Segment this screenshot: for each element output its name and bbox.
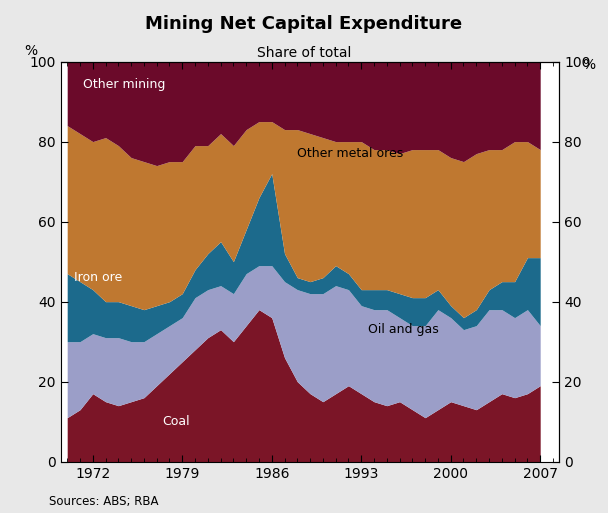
Text: Other metal ores: Other metal ores	[297, 147, 404, 160]
Y-axis label: %: %	[582, 57, 596, 71]
Text: Mining Net Capital Expenditure: Mining Net Capital Expenditure	[145, 15, 463, 33]
Text: Other mining: Other mining	[83, 77, 165, 91]
Y-axis label: %: %	[24, 44, 38, 57]
Text: Iron ore: Iron ore	[74, 271, 122, 284]
Text: Sources: ABS; RBA: Sources: ABS; RBA	[49, 495, 158, 508]
Text: Coal: Coal	[162, 415, 190, 428]
Text: Share of total: Share of total	[257, 46, 351, 60]
Text: Oil and gas: Oil and gas	[368, 323, 438, 336]
